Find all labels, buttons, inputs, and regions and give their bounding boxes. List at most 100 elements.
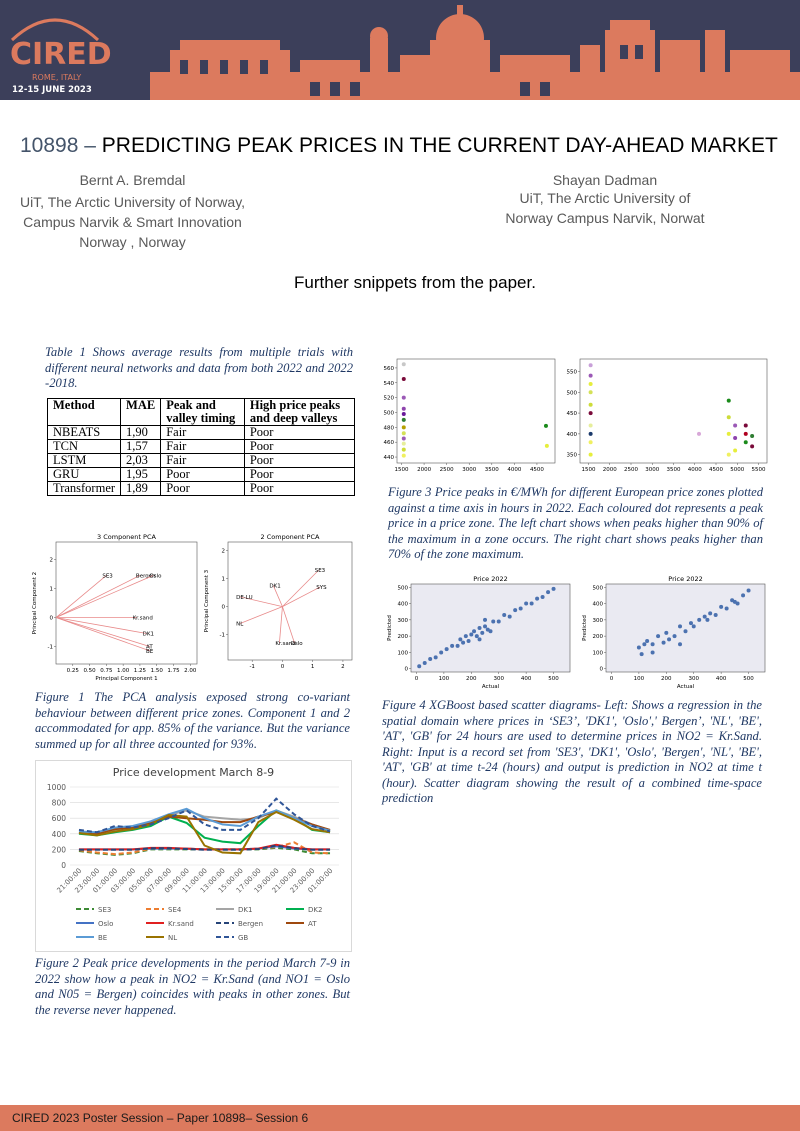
- data-point: [463, 634, 468, 639]
- x-tick-label: 300: [493, 676, 504, 682]
- data-point: [422, 661, 427, 666]
- data-point: [458, 637, 463, 642]
- table-row: LSTM 2,03 Fair Poor: [46, 453, 356, 468]
- plot-frame: [605, 583, 766, 673]
- x-axis-label: Actual: [677, 684, 695, 690]
- y-axis-label: Principal Component 2: [32, 572, 38, 634]
- loading-vector: [240, 596, 283, 608]
- data-point: [750, 433, 755, 438]
- loading-vector: [279, 606, 283, 644]
- data-point: [433, 655, 438, 660]
- x-tick-label: 400: [716, 676, 727, 682]
- x-tick-label: 5000: [730, 467, 744, 473]
- loading-label: DE-LU: [236, 595, 253, 601]
- table-cell: Poor: [243, 453, 356, 468]
- data-point: [518, 606, 523, 611]
- y-tick-label: 540: [384, 381, 395, 387]
- legend-label: SE3: [98, 906, 111, 914]
- data-point: [496, 619, 501, 624]
- author-affiliation: UiT, The Arctic University of Norway Cam…: [505, 190, 705, 226]
- legend-label: DK2: [308, 906, 322, 914]
- y-tick-label: 0: [600, 667, 604, 673]
- paper-number: 10898: [20, 134, 79, 157]
- data-point: [469, 632, 474, 637]
- data-point: [588, 423, 593, 428]
- y-tick-label: 0: [61, 861, 66, 870]
- y-tick-label: 440: [384, 455, 395, 461]
- y-tick-label: 500: [398, 585, 409, 591]
- data-point: [588, 440, 593, 445]
- figure-caption: Figure 4 XGBoost based scatter diagrams-…: [382, 698, 762, 805]
- x-tick-label: 2500: [624, 467, 638, 473]
- y-tick-label: 560: [384, 366, 395, 372]
- pca-chart: 2 Component PCA Principal Component 3 -1 0 1…: [204, 533, 353, 670]
- data-point: [678, 642, 683, 647]
- legend-label: Oslo: [98, 920, 113, 928]
- data-point: [672, 634, 677, 639]
- author-block: Bernt A. Bremdal UiT, The Arctic Univers…: [15, 172, 250, 252]
- data-point: [488, 629, 493, 634]
- data-point: [444, 647, 449, 652]
- data-point: [401, 377, 406, 382]
- y-tick-label: 2: [222, 548, 226, 554]
- data-point: [472, 629, 477, 634]
- x-tick-label: 3500: [667, 467, 681, 473]
- data-point: [588, 402, 593, 407]
- x-tick-label: 1500: [582, 467, 596, 473]
- data-point: [726, 398, 731, 403]
- data-point: [401, 411, 406, 416]
- table-cell: Poor: [243, 425, 356, 440]
- y-tick-label: 550: [567, 369, 578, 375]
- data-point: [401, 447, 406, 452]
- x-tick-label: 3000: [645, 467, 659, 473]
- data-point: [713, 612, 718, 617]
- data-point: [507, 614, 512, 619]
- loading-label: Bergen: [136, 573, 156, 579]
- legend-label: NL: [168, 934, 177, 942]
- x-tick-label: 4500: [709, 467, 723, 473]
- y-tick-label: 0: [50, 616, 54, 622]
- data-point: [483, 617, 488, 622]
- chart-title: Price development March 8-9: [113, 766, 274, 779]
- x-tick-label: -1: [249, 664, 254, 670]
- x-tick-label: 1: [311, 664, 315, 670]
- data-point: [678, 624, 683, 629]
- y-axis-label: Principal Component 3: [204, 569, 210, 632]
- logo-arc: [10, 18, 100, 42]
- x-axis-label: Principal Component 1: [95, 676, 157, 682]
- series-line: [78, 810, 331, 855]
- x-tick-label: 4000: [688, 467, 702, 473]
- y-tick-label: -1: [48, 645, 53, 651]
- y-tick-label: 2: [50, 557, 54, 563]
- data-point: [466, 639, 471, 644]
- data-point: [477, 626, 482, 630]
- loading-vector: [282, 606, 295, 644]
- data-point: [688, 621, 693, 626]
- x-tick-label: 0.25: [67, 668, 80, 674]
- data-point: [401, 425, 406, 430]
- data-point: [540, 595, 545, 600]
- x-tick-label: 0.75: [100, 668, 113, 674]
- y-tick-label: 800: [52, 799, 67, 808]
- loading-label: DK1: [143, 632, 154, 638]
- data-point: [401, 395, 406, 400]
- y-tick-label: 1: [222, 577, 226, 583]
- loading-label: SYS: [316, 585, 327, 591]
- data-point: [639, 652, 644, 657]
- y-tick-label: 480: [384, 425, 395, 431]
- loading-vector: [282, 569, 320, 607]
- line-chart: Price development March 8-9 0 200 400 600 800…: [35, 760, 352, 952]
- data-point: [743, 440, 748, 445]
- data-point: [428, 656, 433, 661]
- x-tick-label: 0: [415, 676, 419, 682]
- x-tick-label: 200: [661, 676, 672, 682]
- x-tick-label: 0: [281, 664, 285, 670]
- scatter-chart: Price 2022 Actual Predicted 0 100 200 300 400 50…: [582, 575, 766, 690]
- data-point: [401, 417, 406, 422]
- loading-vector: [55, 575, 141, 618]
- y-tick-label: 300: [593, 618, 604, 624]
- y-tick-label: 200: [593, 634, 604, 640]
- title-dash: –: [84, 134, 96, 157]
- y-tick-label: 400: [593, 602, 604, 608]
- data-point: [708, 611, 713, 616]
